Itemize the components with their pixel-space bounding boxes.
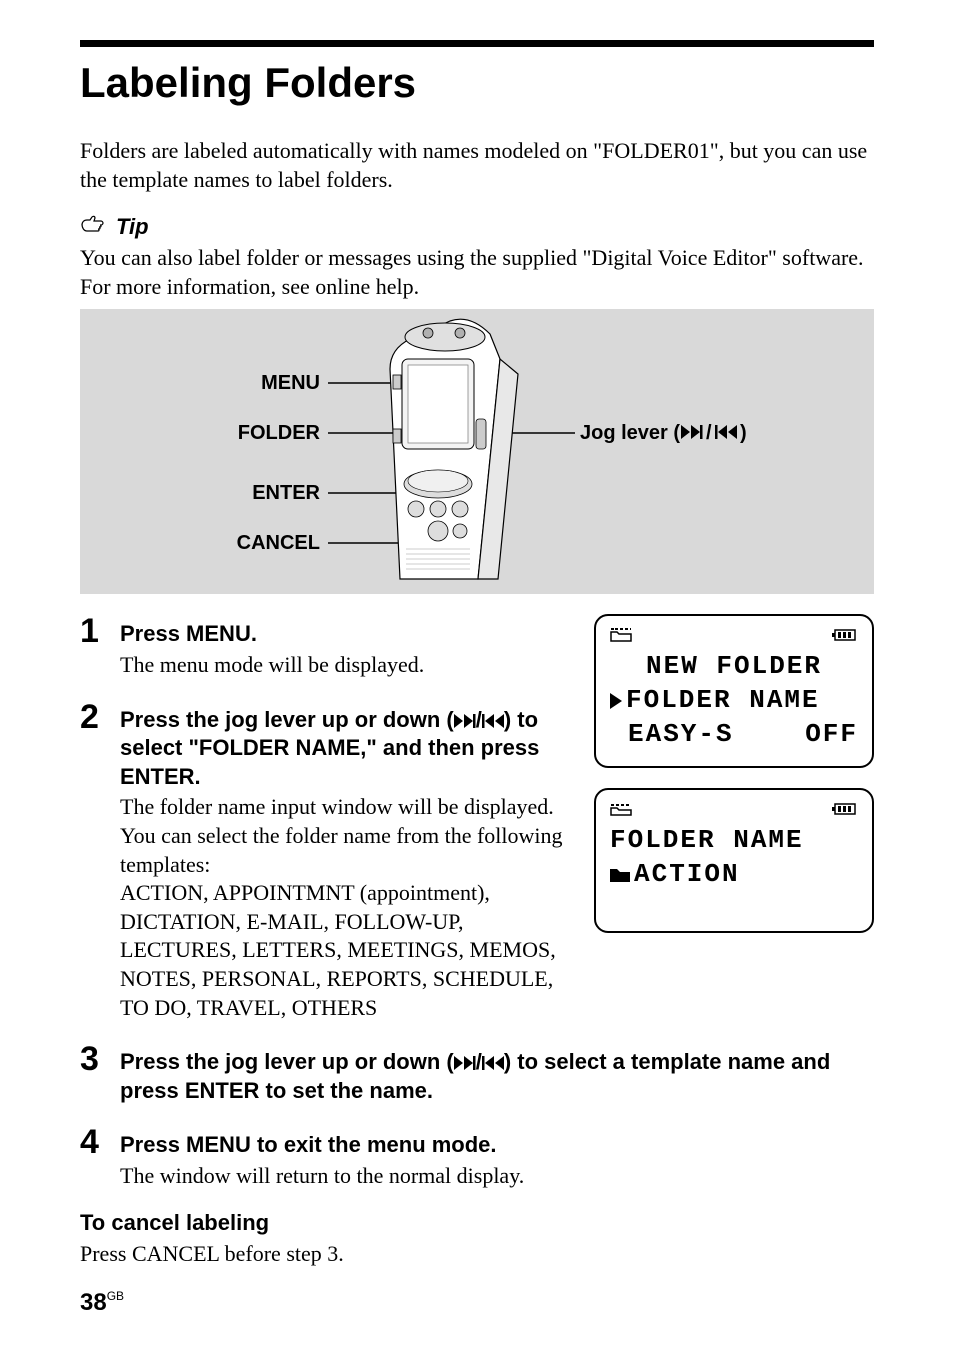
intro-paragraph: Folders are labeled automatically with n… — [80, 137, 874, 194]
step-2: 2 Press the jog lever up or down (/) to … — [80, 700, 574, 1023]
step-3: 3 Press the jog lever up or down (/) to … — [80, 1042, 874, 1105]
tip-body: You can also label folder or messages us… — [80, 244, 874, 301]
folder-solid-icon — [610, 866, 630, 882]
play-icon — [610, 693, 622, 709]
step-1: 1 Press MENU. The menu mode will be disp… — [80, 614, 424, 679]
cancel-body: Press CANCEL before step 3. — [80, 1240, 874, 1269]
step-2-desc: The folder name input window will be dis… — [120, 793, 574, 1022]
lcd2-line2: ACTION — [610, 858, 858, 892]
top-rule — [80, 40, 874, 47]
diagram-label-menu: MENU — [261, 372, 320, 394]
diagram-label-jog-prefix: Jog lever ( — [580, 422, 680, 444]
lcd1-line1: NEW FOLDER — [610, 650, 858, 684]
battery-icon — [832, 628, 858, 642]
step-4-num: 4 — [80, 1125, 120, 1159]
tip-row: Tip — [80, 214, 874, 240]
step-4-head: Press MENU to exit the menu mode. — [120, 1131, 874, 1160]
folder-icon — [610, 802, 632, 816]
diagram-label-jog-suffix: ) — [740, 422, 747, 444]
lcd-screen-1: NEW FOLDER FOLDER NAME EASY-S OFF — [594, 614, 874, 767]
steps-list: 1 Press MENU. The menu mode will be disp… — [80, 614, 874, 1190]
step-1-head: Press MENU. — [120, 620, 424, 649]
lcd2-line1: FOLDER NAME — [610, 824, 858, 858]
step-2-num: 2 — [80, 700, 120, 734]
diagram-label-folder: FOLDER — [238, 422, 321, 444]
lcd1-line2: FOLDER NAME — [610, 684, 858, 718]
diagram-label-cancel: CANCEL — [237, 532, 320, 554]
device-diagram: MENU FOLDER ENTER CANCEL Jog lever ( / — [80, 309, 874, 594]
svg-text:/: / — [706, 422, 712, 444]
folder-icon — [610, 628, 632, 642]
tip-label: Tip — [116, 214, 149, 240]
step-4-desc: The window will return to the normal dis… — [120, 1162, 874, 1191]
step-4: 4 Press MENU to exit the menu mode. The … — [80, 1125, 874, 1190]
diagram-label-enter: ENTER — [252, 482, 320, 504]
device-illustration — [390, 320, 518, 580]
step-1-desc: The menu mode will be displayed. — [120, 651, 424, 680]
page-number: 38GB — [80, 1289, 874, 1317]
hand-icon — [80, 215, 106, 240]
step-1-num: 1 — [80, 614, 120, 648]
cancel-heading: To cancel labeling — [80, 1210, 874, 1236]
lcd1-line3: EASY-S OFF — [610, 718, 858, 752]
battery-icon — [832, 802, 858, 816]
step-3-num: 3 — [80, 1042, 120, 1076]
lcd-screen-2: FOLDER NAME ACTION — [594, 788, 874, 934]
step-3-head: Press the jog lever up or down (/) to se… — [120, 1048, 874, 1105]
step-2-head: Press the jog lever up or down (/) to se… — [120, 706, 574, 792]
page-title: Labeling Folders — [80, 59, 874, 107]
